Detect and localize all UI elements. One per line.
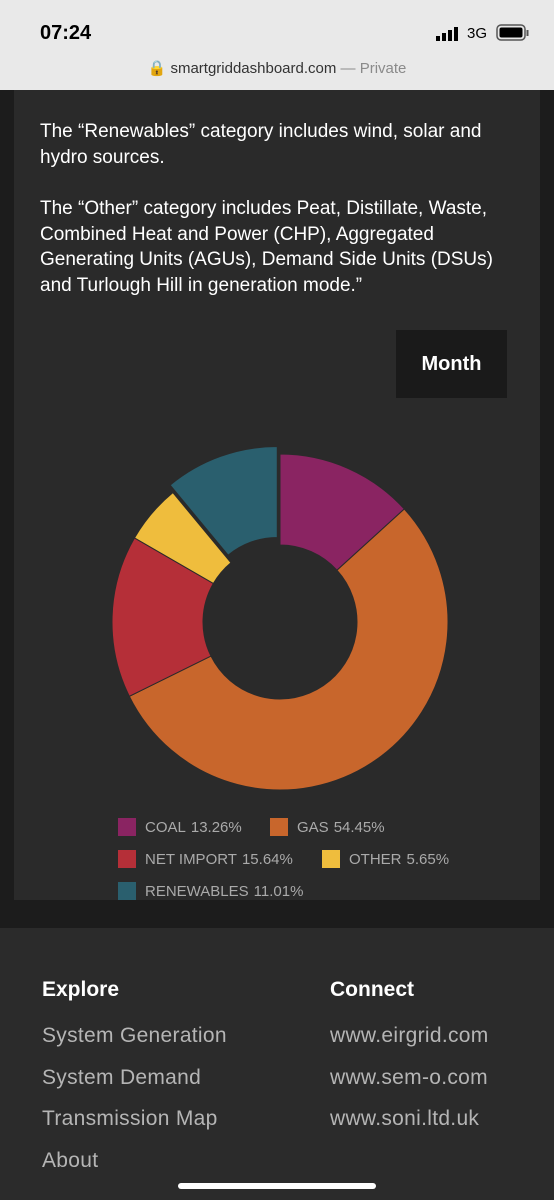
- status-bar: 07:24 3G 🔒 smartgriddashboard.com — Priv…: [0, 0, 554, 90]
- legend-name: GAS: [297, 818, 329, 836]
- legend-name: NET IMPORT: [145, 850, 237, 868]
- paragraph: The “Renewables” category includes wind,…: [40, 121, 482, 168]
- legend-swatch: [118, 850, 136, 868]
- footer-link[interactable]: Transmission Map: [42, 1107, 218, 1130]
- legend-item: COAL 13.26%: [118, 818, 242, 836]
- legend-item: GAS 54.45%: [270, 818, 385, 836]
- donut-slice: [111, 537, 215, 698]
- url-bar[interactable]: 🔒 smartgriddashboard.com — Private: [147, 60, 407, 77]
- content-panel: The “Renewables” category includes wind,…: [14, 90, 540, 900]
- footer: Explore System Generation System Demand Tra…: [0, 928, 554, 1200]
- footer-heading: Explore: [42, 978, 120, 1001]
- footer-link[interactable]: www.sem-o.com: [330, 1065, 488, 1089]
- footer-link[interactable]: About: [42, 1148, 99, 1172]
- legend-value: 11.01%: [253, 882, 304, 900]
- url-domain: smartgriddashboard.com: [170, 60, 337, 77]
- legend-item: RENEWABLES 11.01%: [118, 882, 303, 900]
- legend-name: OTHER: [349, 850, 402, 868]
- footer-link[interactable]: www.soni.ltd.uk: [330, 1107, 480, 1130]
- donut-chart: [111, 445, 449, 791]
- signal-icon: [436, 27, 458, 41]
- legend-item: NET IMPORT 15.64%: [118, 850, 293, 868]
- legend-swatch: [118, 818, 136, 836]
- donut-slice: [133, 491, 232, 585]
- footer-link[interactable]: System Generation: [42, 1024, 227, 1047]
- url-suffix: — Private: [340, 60, 407, 77]
- legend-value: 54.45%: [333, 818, 385, 836]
- legend-name: RENEWABLES: [145, 882, 249, 900]
- home-indicator: [178, 1183, 376, 1189]
- donut-slice: [169, 445, 278, 556]
- legend-value: 13.26%: [190, 818, 242, 836]
- legend-swatch: [270, 818, 288, 836]
- legend-swatch: [322, 850, 340, 868]
- network-type: 3G: [467, 25, 488, 42]
- paragraph: The “Other” category includes Peat, Dist…: [40, 198, 493, 296]
- footer-heading: Connect: [330, 978, 414, 1001]
- legend-value: 15.64%: [241, 850, 293, 868]
- legend-item: OTHER 5.65%: [322, 850, 449, 868]
- clock: 07:24: [40, 22, 92, 44]
- month-button[interactable]: Month: [396, 330, 507, 398]
- legend-name: COAL: [145, 818, 186, 836]
- battery-icon: [496, 24, 529, 41]
- legend-value: 5.65%: [406, 850, 450, 868]
- footer-link[interactable]: System Demand: [42, 1065, 202, 1089]
- legend-swatch: [118, 882, 136, 900]
- footer-link[interactable]: www.eirgrid.com: [330, 1024, 489, 1047]
- donut-slice: [128, 508, 449, 791]
